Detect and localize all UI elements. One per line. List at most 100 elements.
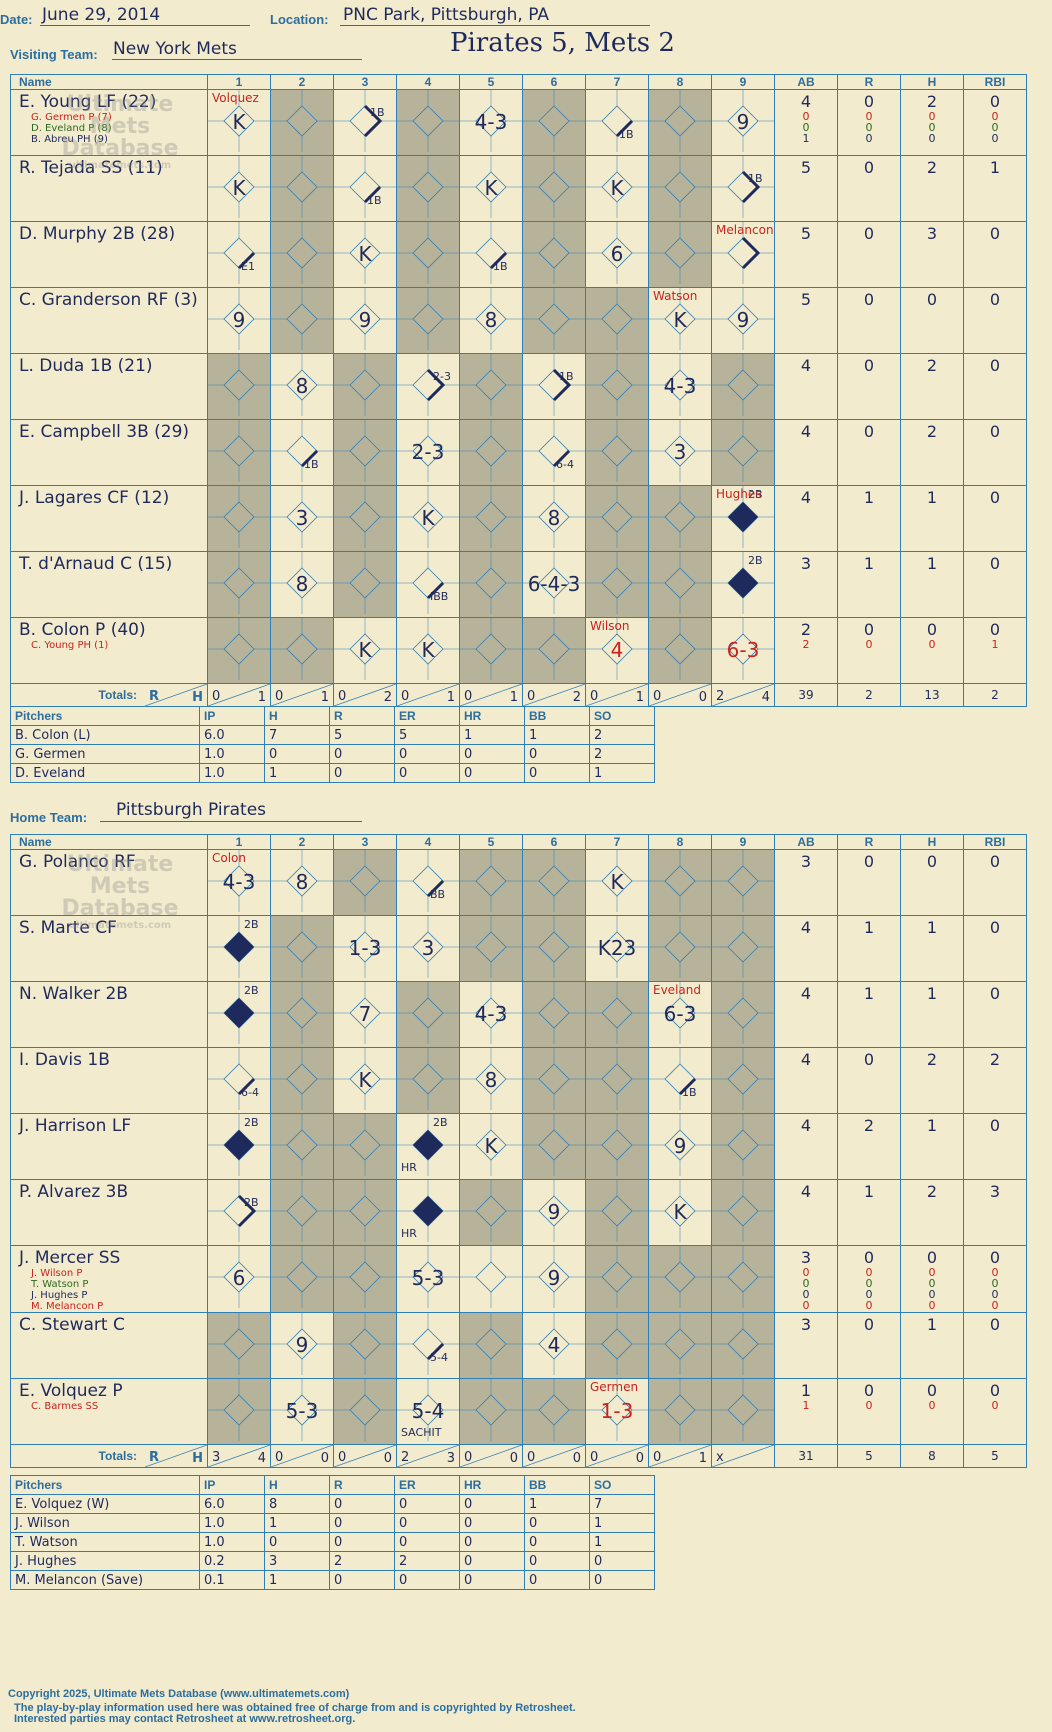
at-bat-cell-inning-4: 5-4 SACHIT [396, 1378, 460, 1445]
diamond-icon [586, 1379, 648, 1441]
batter-stat-rbi: 0 [963, 1113, 1027, 1180]
stat-header-rbi: RBI [963, 74, 1027, 90]
diamond-icon [460, 1246, 522, 1308]
at-bat-cell-inning-2: 1B [270, 419, 334, 486]
batter-stat-rbi: 0 [963, 981, 1027, 1048]
play-result: K [673, 308, 687, 332]
diamond-icon [397, 1180, 459, 1242]
play-result: K [358, 638, 372, 662]
at-bat-cell-inning-8 [648, 1245, 712, 1313]
diamond-icon [208, 1246, 270, 1308]
substitute-name: B. Abreu PH (9) [31, 134, 108, 145]
play-notation: 2B [244, 1196, 259, 1209]
pitching-change-note: Eveland [653, 983, 701, 997]
diamond-icon [334, 916, 396, 978]
batter-stat-h: 2 [900, 353, 964, 420]
play-notation: 2B [244, 1116, 259, 1129]
pitcher-name: M. Melancon (Save) [10, 1570, 200, 1590]
at-bat-cell-inning-1 [207, 1378, 271, 1445]
play-notation: 6-4 [556, 458, 574, 471]
at-bat-cell-inning-1: 9 [207, 287, 271, 354]
batter-name-cell: J. Mercer SS J. Wilson P T. Watson P J. Hug… [10, 1245, 208, 1313]
batter-name: L. Duda 1B (21) [19, 356, 153, 376]
at-bat-cell-inning-3 [333, 1179, 397, 1246]
diamond-icon [649, 1379, 711, 1441]
at-bat-cell-inning-2 [270, 1113, 334, 1180]
play-result: 4-3 [222, 870, 256, 894]
pitcher-stat-hr: 0 [459, 1494, 525, 1514]
batter-stat-h: 1 [900, 915, 964, 982]
at-bat-cell-inning-8 [648, 617, 712, 684]
batter-name-cell: I. Davis 1B [10, 1047, 208, 1114]
pitcher-stat-ip: 6.0 [199, 1494, 265, 1514]
play-result: 9 [673, 1134, 687, 1158]
at-bat-cell-inning-6 [522, 221, 586, 288]
batter-name-cell: P. Alvarez 3B [10, 1179, 208, 1246]
diamond-icon [523, 916, 585, 978]
batter-name-cell: D. Murphy 2B (28) [10, 221, 208, 288]
at-bat-cell-inning-6 [522, 1047, 586, 1114]
location-value: PNC Park, Pittsburgh, PA [343, 5, 550, 25]
at-bat-cell-inning-6: 9 [522, 1179, 586, 1246]
pitcher-header-hr: HR [459, 706, 525, 726]
batter-stat-r: 0 [837, 221, 901, 288]
at-bat-cell-inning-5: 4-3 [459, 981, 523, 1048]
at-bat-cell-inning-4: 2B HR [396, 1113, 460, 1180]
diamond-icon [334, 1180, 396, 1242]
at-bat-cell-inning-8 [648, 155, 712, 222]
batter-stat-h: 1 [900, 551, 964, 618]
diamond-icon [649, 850, 711, 912]
pitcher-row: M. Melancon (Save) 0.1 1 0 0 0 0 0 [10, 1570, 655, 1590]
batter-row: P. Alvarez 3B 2B HR 9 K 4 1 2 3 [10, 1179, 1027, 1246]
diamond-icon [460, 618, 522, 680]
play-notation: 5-4 [430, 1351, 448, 1364]
diamond-icon [523, 156, 585, 218]
at-bat-cell-inning-9 [711, 1113, 775, 1180]
at-bat-cell-inning-8: 4-3 [648, 353, 712, 420]
diamond-icon [208, 916, 270, 978]
at-bat-cell-inning-7: K23 [585, 915, 649, 982]
diamond-icon [649, 420, 711, 482]
substitute-name: C. Young PH (1) [31, 640, 109, 651]
diamond-icon [649, 486, 711, 548]
at-bat-cell-inning-1: E1 [207, 221, 271, 288]
diamond-icon [334, 288, 396, 350]
diamond-icon [649, 916, 711, 978]
batter-row: T. d'Arnaud C (15) 8 IBB 6-4-3 2B 3 1 1 0 [10, 551, 1027, 618]
at-bat-cell-inning-7: K [585, 155, 649, 222]
pitcher-header-hr: HR [459, 1475, 525, 1495]
pitcher-header-h: H [264, 1475, 330, 1495]
diamond-icon [460, 156, 522, 218]
diamond-icon [523, 1114, 585, 1176]
at-bat-cell-inning-7 [585, 1113, 649, 1180]
play-notation: HR [401, 1227, 417, 1240]
at-bat-cell-inning-4 [396, 287, 460, 354]
play-notation: 1B [682, 1086, 697, 1099]
diamond-icon [208, 90, 270, 152]
batter-stat-rbi: 3 [963, 1179, 1027, 1246]
batter-stat-r: 0 [837, 1312, 901, 1379]
diamond-icon [586, 552, 648, 614]
diamond-icon [712, 222, 774, 284]
diamond-icon [460, 850, 522, 912]
pitcher-stat-h: 7 [264, 725, 330, 745]
totals-label-cell: Totals: R H [10, 683, 208, 707]
diamond-icon [460, 982, 522, 1044]
at-bat-cell-inning-4: 3 [396, 915, 460, 982]
pitcher-stat-so: 0 [589, 1551, 655, 1571]
at-bat-cell-inning-9 [711, 915, 775, 982]
pitcher-header-er: ER [394, 1475, 460, 1495]
batter-row: J. Harrison LF 2B 2B HR K 9 4 2 1 0 [10, 1113, 1027, 1180]
at-bat-cell-inning-3 [333, 1312, 397, 1379]
play-notation: 6-4 [241, 1086, 259, 1099]
diamond-icon [208, 222, 270, 284]
diamond-icon [271, 288, 333, 350]
batter-stat-rbi: 0 [963, 551, 1027, 618]
inning-header-9: 9 [711, 74, 775, 90]
diamond-icon [523, 486, 585, 548]
